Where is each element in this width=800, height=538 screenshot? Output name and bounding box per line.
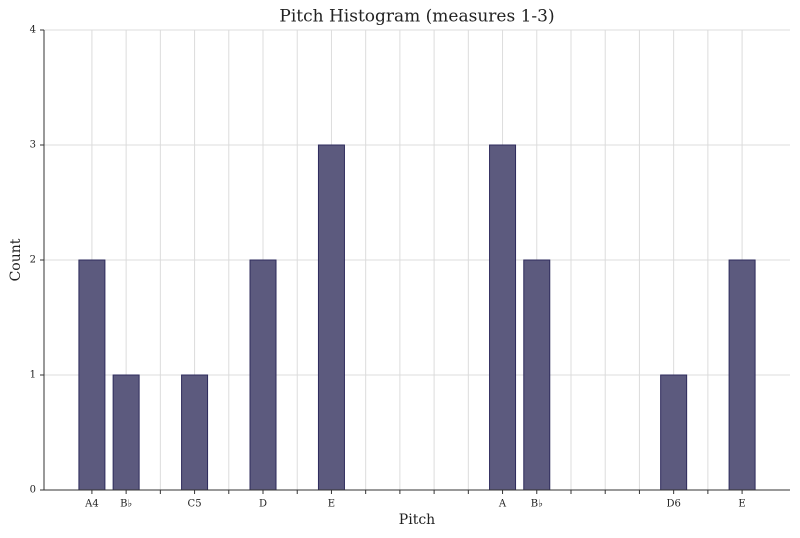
bar [78, 259, 106, 491]
y-tick-label: 3 [30, 140, 36, 151]
x-tick-label: D6 [666, 499, 680, 510]
bar [660, 374, 688, 491]
y-tick-label: 2 [30, 255, 36, 266]
y-tick-label: 1 [30, 370, 36, 381]
y-tick-label: 4 [30, 25, 36, 36]
bar [181, 374, 209, 491]
bar [728, 259, 756, 491]
x-tick-label: A [498, 499, 507, 510]
bar [523, 259, 551, 491]
x-tick-label: D [259, 499, 267, 510]
bar [249, 259, 277, 491]
x-tick-label: C5 [188, 499, 202, 510]
y-axis-label: Count [8, 238, 24, 281]
x-tick-label: B♭ [531, 499, 543, 510]
bar [317, 144, 345, 491]
x-tick-label: E [738, 499, 745, 510]
chart-title: Pitch Histogram (measures 1-3) [279, 7, 554, 27]
y-tick-label: 0 [30, 485, 36, 496]
x-tick-label: E [328, 499, 335, 510]
x-tick-label: A4 [84, 499, 99, 510]
x-tick-label: B♭ [120, 499, 132, 510]
bar [112, 374, 140, 491]
x-axis-label: Pitch [399, 512, 435, 528]
bar [489, 144, 517, 491]
